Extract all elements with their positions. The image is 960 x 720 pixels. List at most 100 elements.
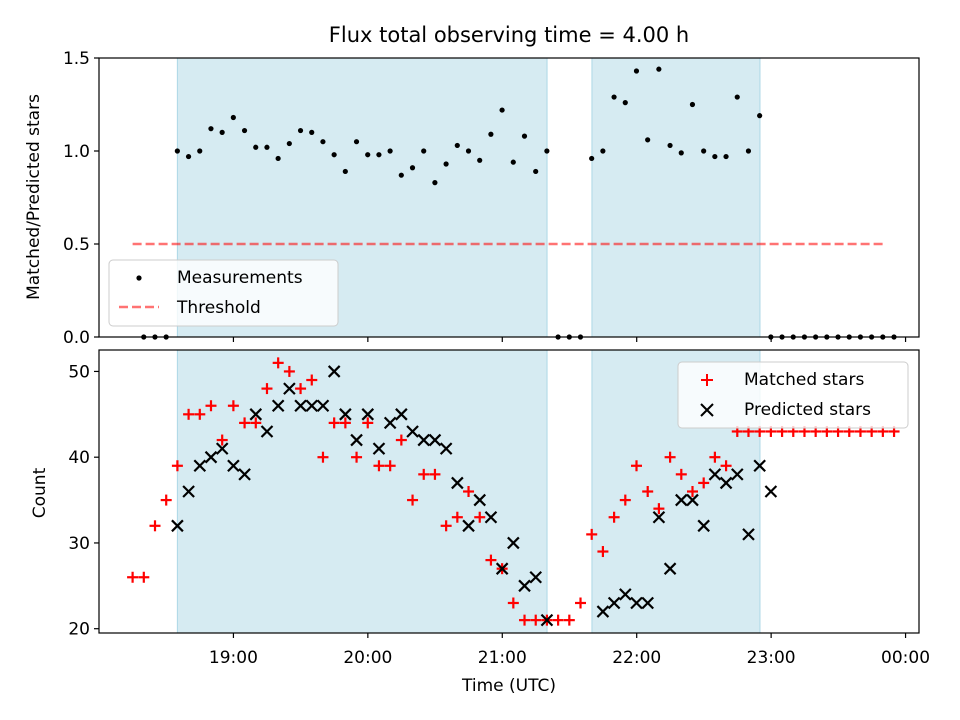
matched-star-point	[485, 554, 497, 566]
measurement-point	[286, 140, 292, 147]
bottom-axes-frame	[98, 349, 920, 634]
predicted-x-b	[742, 528, 755, 541]
measurement-point	[454, 142, 460, 149]
measurement-point	[533, 168, 539, 175]
measurement-point	[297, 127, 304, 134]
bottom-y-axis-label: Count	[30, 467, 50, 518]
matched-star-point	[418, 468, 430, 480]
predicted-x-b	[204, 450, 218, 464]
predicted-x-b	[484, 510, 498, 524]
predicted-star-point	[204, 450, 218, 464]
matched-star-point	[530, 614, 542, 626]
measurement-point	[499, 107, 505, 113]
measurement-point	[421, 148, 427, 154]
matched-star-point	[552, 614, 564, 626]
predicted-star-point	[238, 468, 251, 481]
matched-star-point	[138, 571, 150, 583]
measurement-point	[387, 148, 393, 154]
measurement-point	[465, 148, 472, 154]
x-axis-label: Time (UTC)	[461, 676, 556, 696]
top-y-axis-label: Matched/Predicted stars	[24, 94, 44, 300]
measurement-point	[309, 129, 315, 135]
predicted-star-point	[249, 408, 263, 421]
matched-star-point	[149, 520, 161, 532]
predicted-x-b	[350, 433, 363, 447]
predicted-star-point	[417, 433, 431, 447]
predicted-star-point	[462, 519, 475, 533]
predicted-x-b	[731, 468, 744, 481]
predicted-star-point	[686, 493, 699, 507]
top-legend: Measurements Threshold	[108, 259, 339, 327]
predicted-x-b	[372, 442, 386, 455]
predicted-star-point	[383, 416, 397, 430]
measurement-point	[589, 155, 595, 162]
predicted-star-point	[361, 408, 375, 421]
predicted-star-point	[495, 562, 509, 575]
predicted-star-point	[193, 459, 207, 473]
matched-star-point	[194, 408, 206, 420]
measurement-point	[633, 68, 640, 74]
measurement-point	[219, 129, 225, 135]
predicted-x-b	[417, 433, 431, 447]
matched-star-point	[720, 460, 732, 472]
x-tick-label: 20:00	[343, 648, 392, 668]
measurement-point	[443, 161, 449, 167]
matched-star-point	[384, 460, 396, 472]
measurement-point	[253, 144, 259, 150]
predicted-star-point	[451, 476, 464, 490]
predicted-star-point	[663, 562, 677, 575]
predicted-star-point	[518, 579, 531, 593]
predicted-x-b	[764, 485, 778, 498]
predicted-x-b	[271, 399, 285, 413]
predicted-x-b	[294, 399, 307, 413]
measurement-point	[689, 101, 696, 108]
legend-predicted-marker	[700, 403, 714, 417]
bottom-count-points	[127, 357, 900, 627]
legend-measurements-label: Measurements	[177, 268, 303, 288]
predicted-star-point	[540, 613, 554, 627]
matched-star-point	[261, 383, 273, 395]
predicted-x-b	[283, 382, 296, 395]
measurement-point	[678, 150, 684, 156]
measurement-point	[197, 148, 203, 154]
top-y-tick-label: 0.0	[63, 328, 90, 348]
predicted-star-point	[271, 399, 285, 413]
predicted-star-point	[473, 493, 487, 507]
matched-star-point	[463, 486, 475, 497]
matched-star-point	[474, 511, 486, 523]
measurement-point	[398, 172, 404, 178]
predicted-star-point	[350, 433, 363, 447]
matched-star-point	[283, 365, 295, 377]
predicted-star-point	[182, 485, 195, 498]
matched-star-point	[250, 417, 262, 429]
legend-matched-label: Matched stars	[744, 370, 864, 390]
measurement-point	[432, 180, 438, 186]
predicted-x-b	[462, 519, 475, 533]
matched-star-point	[362, 417, 374, 429]
predicted-star-point	[439, 442, 453, 455]
predicted-star-point	[764, 485, 778, 498]
predicted-star-point	[630, 596, 643, 610]
matched-star-point	[709, 451, 721, 463]
measurement-point	[264, 144, 270, 150]
measurement-point	[331, 152, 337, 158]
predicted-x-b	[652, 510, 666, 524]
predicted-star-point	[596, 605, 610, 618]
matched-star-point	[653, 503, 665, 515]
matched-star-point	[575, 597, 587, 609]
matched-star-point	[608, 511, 620, 523]
measurement-point	[712, 153, 718, 160]
matched-star-point	[216, 434, 228, 446]
predicted-x-b	[630, 596, 643, 610]
predicted-star-point	[372, 442, 386, 455]
measurement-point	[745, 148, 752, 154]
predicted-x-b	[753, 459, 766, 473]
predicted-x-b	[339, 408, 352, 421]
matched-star-point	[664, 451, 676, 463]
predicted-star-point	[215, 442, 229, 455]
predicted-star-point	[305, 399, 319, 413]
predicted-x-b	[238, 468, 251, 481]
predicted-star-point	[731, 468, 744, 481]
predicted-star-point	[697, 519, 710, 533]
predicted-star-point	[294, 399, 307, 413]
